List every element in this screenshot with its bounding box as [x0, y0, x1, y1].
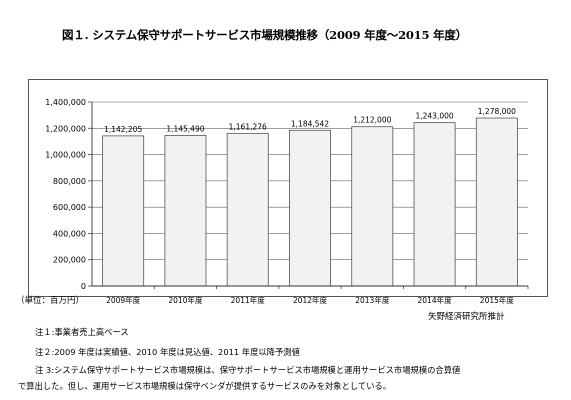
x-tick-label: 2009年度: [106, 295, 141, 305]
bar: [102, 135, 145, 287]
unit-label: （単位：百万円）: [16, 296, 85, 306]
bar: [475, 117, 518, 287]
data-label: 1,161,276: [229, 122, 267, 131]
y-tick-label: 1,000,000: [45, 151, 86, 160]
note-1: 注１:事業者売上高ベース: [35, 327, 129, 337]
y-tick-label: 1,400,000: [45, 98, 86, 107]
bar: [226, 132, 269, 287]
bar: [164, 135, 207, 287]
bar: [289, 129, 331, 287]
x-tick-label: 2013年度: [355, 295, 390, 305]
x-tick-label: 2014年度: [418, 295, 453, 305]
note-3-continued: で算出した。但し、運用サービス市場規模は保守ベンダが提供するサービスのみを対象と…: [18, 381, 392, 391]
chart-title: 図１. システム保守サポートサービス市場規模推移（2009 年度～2015 年度…: [62, 28, 467, 42]
data-label: 1,145,490: [166, 124, 204, 133]
source-label: 矢野経済研究所推計: [428, 312, 505, 322]
note-3: 注 3:システム保守サポートサービス市場規模は、保守サポートサービス市場規模と運…: [35, 365, 461, 375]
x-tick-label: 2012年度: [293, 295, 328, 305]
y-tick-label: 400,000: [53, 229, 86, 238]
x-tick-label: 2015年度: [480, 295, 515, 305]
x-tick-label: 2011年度: [231, 295, 266, 305]
bar: [351, 126, 394, 287]
note-2: 注２:2009 年度は実績値、2010 年度は見込値、2011 年度以降予測値: [35, 347, 300, 357]
chart-frame: [28, 79, 548, 297]
data-label: 1,278,000: [478, 107, 516, 116]
data-label: 1,243,000: [415, 112, 453, 121]
data-label: 1,142,205: [104, 125, 142, 134]
y-tick-label: 200,000: [53, 256, 86, 265]
bar: [413, 122, 456, 287]
y-tick-label: 800,000: [53, 177, 86, 186]
y-tick-label: 1,200,000: [45, 124, 86, 133]
data-label: 1,184,542: [291, 119, 329, 128]
x-tick-label: 2010年度: [168, 295, 203, 305]
y-tick-label: 0: [81, 282, 86, 291]
y-tick-label: 600,000: [53, 203, 86, 212]
data-label: 1,212,000: [353, 116, 391, 125]
